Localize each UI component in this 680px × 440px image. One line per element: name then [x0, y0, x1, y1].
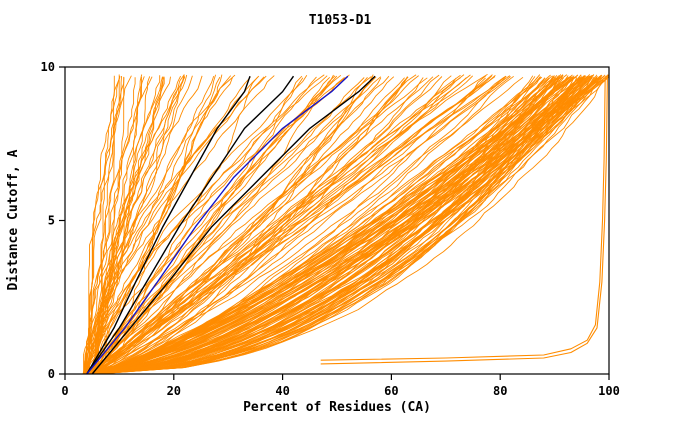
ensemble-curve: [88, 75, 374, 375]
ensemble-curve: [95, 76, 153, 374]
ensemble-curve: [87, 74, 603, 375]
ensemble-curve: [90, 76, 151, 375]
axis-ticks-layer: 0 20 40 60 80 100 0 5 10: [41, 60, 620, 398]
ensemble-curve: [88, 77, 550, 375]
ensemble-curve: [95, 77, 365, 375]
ensemble-curve: [95, 75, 507, 375]
ensemble-curve: [88, 75, 563, 375]
ensemble-curve: [84, 74, 564, 375]
outlier-orange-1: [320, 76, 606, 361]
ensemble-curve: [93, 74, 461, 375]
ensemble-curve: [84, 77, 125, 374]
ensemble-curve: [84, 75, 328, 375]
ensemble-curve: [94, 75, 605, 375]
y-tick-label: 5: [48, 214, 55, 228]
ensemble-curve: [82, 75, 215, 375]
baseline-black-2: [86, 75, 295, 375]
ensemble-curve: [85, 75, 275, 375]
ensemble-curve: [88, 74, 185, 374]
ensemble-curve: [95, 75, 336, 375]
ensemble-curve: [87, 76, 377, 375]
ensemble-curve: [87, 77, 569, 375]
ensemble-curve: [95, 76, 125, 374]
baseline-black-1: [86, 75, 251, 375]
ensemble-curve: [91, 77, 428, 375]
x-tick-label: 100: [598, 384, 620, 398]
ensemble-curve: [88, 76, 570, 375]
outlier-orange-2: [320, 76, 608, 365]
ensemble-curve: [91, 76, 601, 375]
ensemble-curve: [85, 77, 605, 375]
ensemble-curve: [85, 76, 331, 375]
ensemble-curve: [92, 76, 409, 375]
x-tick-label: 80: [493, 384, 507, 398]
x-tick-label: 60: [384, 384, 398, 398]
ensemble-curve: [84, 75, 575, 375]
ensemble-curve: [97, 77, 457, 375]
ensemble-curve: [94, 74, 374, 375]
ensemble-curve: [92, 75, 511, 375]
ensemble-curve: [94, 74, 120, 374]
ensemble-curve: [95, 77, 546, 375]
x-tick-label: 40: [275, 384, 289, 398]
ensemble-curve: [84, 77, 424, 375]
ensemble-curve: [83, 75, 232, 374]
highlight-curves-layer: [86, 75, 608, 375]
baseline-black-3: [91, 75, 376, 375]
ensemble-curve: [84, 76, 395, 375]
ensemble-curve: [87, 75, 182, 374]
x-tick-label: 20: [167, 384, 181, 398]
y-tick-label: 0: [48, 367, 55, 381]
chart-title: T1053-D1: [309, 13, 372, 28]
ensemble-curve: [95, 74, 342, 375]
model-blue: [86, 75, 349, 375]
ensemble-curve: [94, 77, 368, 375]
ensemble-curve: [90, 76, 573, 375]
x-tick-label: 0: [61, 384, 68, 398]
ensemble-curve: [93, 77, 382, 375]
ensemble-curve: [83, 77, 550, 375]
ensemble-curve: [83, 75, 193, 375]
ensemble-curve: [92, 74, 417, 375]
ensemble-curve: [84, 74, 236, 375]
ensemble-curve: [96, 76, 609, 375]
ensemble-curve: [86, 76, 555, 375]
ensemble-curve: [89, 76, 443, 375]
ensemble-curve: [86, 77, 345, 375]
ensemble-curve: [93, 74, 598, 375]
ensemble-curve: [86, 74, 582, 375]
ensemble-curve: [87, 77, 121, 374]
ensemble-curve: [90, 74, 308, 375]
y-axis-label: Distance Cutoff, A: [6, 149, 21, 290]
ensemble-curves-layer: [82, 74, 610, 375]
ensemble-curve: [87, 77, 578, 375]
ensemble-curve: [87, 77, 405, 375]
ensemble-curve: [90, 74, 606, 375]
ensemble-curve: [82, 75, 554, 375]
ensemble-curve: [88, 75, 452, 375]
ensemble-curve: [96, 75, 589, 375]
ensemble-curve: [84, 75, 419, 375]
ensemble-curve: [88, 75, 586, 375]
ensemble-curve: [87, 77, 486, 375]
ensemble-curve: [89, 77, 598, 375]
ensemble-curve: [87, 75, 493, 375]
x-axis-label: Percent of Residues (CA): [243, 400, 431, 415]
ensemble-curve: [85, 74, 440, 375]
y-tick-label: 10: [41, 60, 55, 74]
ensemble-curve: [99, 76, 536, 375]
